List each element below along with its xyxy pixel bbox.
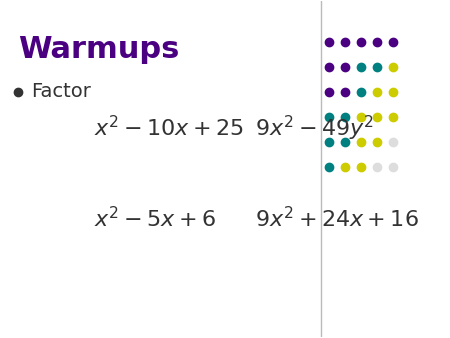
Text: Factor: Factor (31, 82, 91, 101)
Text: $9x^2 - 49y^2$: $9x^2 - 49y^2$ (255, 114, 374, 143)
Text: Warmups: Warmups (18, 35, 180, 64)
Text: $9x^2 + 24x + 16$: $9x^2 + 24x + 16$ (255, 207, 419, 232)
Text: $x^2 - 5x + 6$: $x^2 - 5x + 6$ (94, 207, 216, 232)
Text: $x^2 - 10x + 25$: $x^2 - 10x + 25$ (94, 116, 244, 141)
